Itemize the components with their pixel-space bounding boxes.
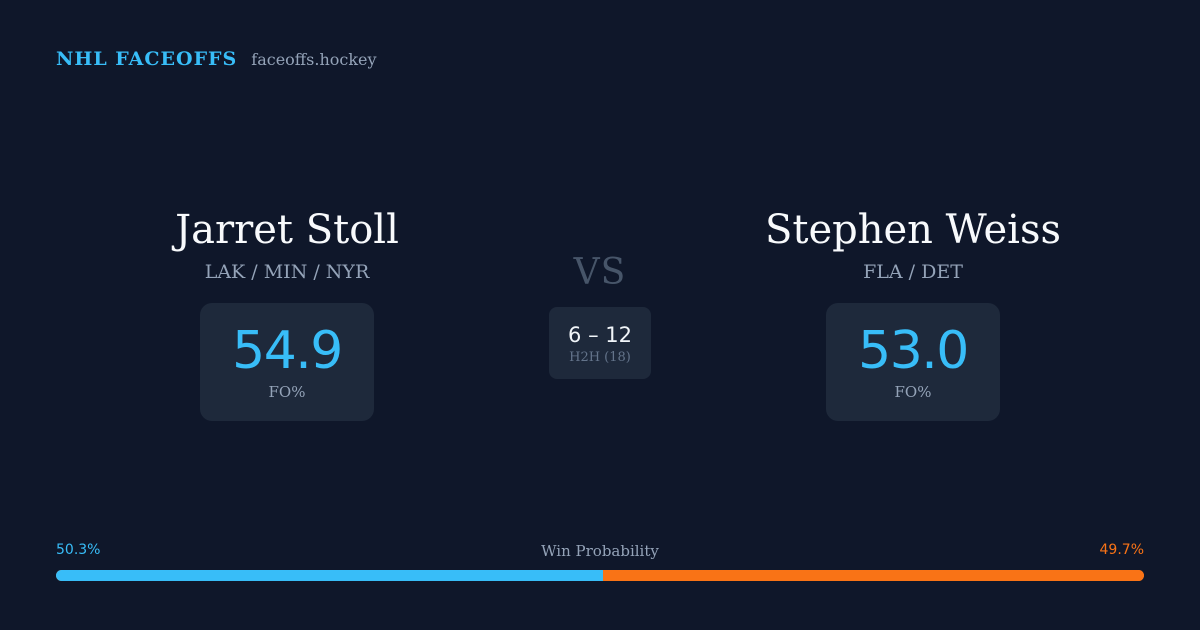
win-probability-bar-right [603,570,1144,581]
player-left-fo-pct: 54.9 [232,321,343,381]
player-right-fo-pct: 53.0 [858,321,969,381]
vs-label: VS [573,252,627,293]
player-left: Jarret Stoll LAK / MIN / NYR 54.9 FO% [77,205,497,421]
win-probability-labels: 50.3% Win Probability 49.7% [56,542,1144,564]
win-probability-right: 49.7% [1099,542,1144,558]
player-left-teams: LAK / MIN / NYR [204,261,370,283]
player-right-teams: FLA / DET [863,261,963,283]
player-left-name: Jarret Stoll [175,207,399,253]
brand-header: NHL FACEOFFS faceoffs.hockey [56,48,377,70]
win-probability-title: Win Probability [541,542,659,560]
player-right-stat-card: 53.0 FO% [826,303,1000,421]
player-right-fo-label: FO% [894,383,932,401]
player-right-name: Stephen Weiss [764,207,1062,253]
h2h-score: 6 – 12 [568,322,632,347]
player-left-fo-label: FO% [268,383,306,401]
player-left-stat-card: 54.9 FO% [200,303,374,421]
h2h-label: H2H (18) [569,349,631,365]
h2h-card: 6 – 12 H2H (18) [549,307,651,379]
win-probability-bar [56,570,1144,581]
win-probability-bar-left [56,570,604,581]
brand-name: NHL FACEOFFS [56,48,238,70]
brand-domain: faceoffs.hockey [251,50,377,69]
player-right: Stephen Weiss FLA / DET 53.0 FO% [703,205,1123,421]
win-probability-left: 50.3% [56,542,101,558]
